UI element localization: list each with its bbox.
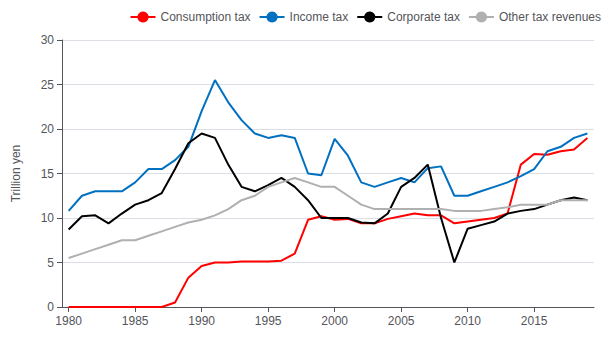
svg-text:Other tax revenues: Other tax revenues — [499, 10, 601, 24]
svg-text:25: 25 — [41, 78, 55, 92]
svg-text:30: 30 — [41, 33, 55, 47]
svg-text:10: 10 — [41, 211, 55, 225]
svg-text:Consumption tax: Consumption tax — [161, 10, 251, 24]
svg-text:20: 20 — [41, 122, 55, 136]
svg-text:2015: 2015 — [521, 314, 548, 328]
svg-text:2000: 2000 — [321, 314, 348, 328]
svg-text:15: 15 — [41, 167, 55, 181]
svg-text:0: 0 — [47, 300, 54, 314]
svg-text:1985: 1985 — [122, 314, 149, 328]
svg-text:1995: 1995 — [255, 314, 282, 328]
svg-text:1980: 1980 — [55, 314, 82, 328]
svg-text:Corporate tax: Corporate tax — [387, 10, 460, 24]
svg-text:2010: 2010 — [454, 314, 481, 328]
svg-text:Income tax: Income tax — [290, 10, 349, 24]
svg-text:5: 5 — [47, 256, 54, 270]
svg-text:1990: 1990 — [188, 314, 215, 328]
svg-text:2005: 2005 — [388, 314, 415, 328]
svg-text:Trillion yen: Trillion yen — [9, 145, 23, 203]
